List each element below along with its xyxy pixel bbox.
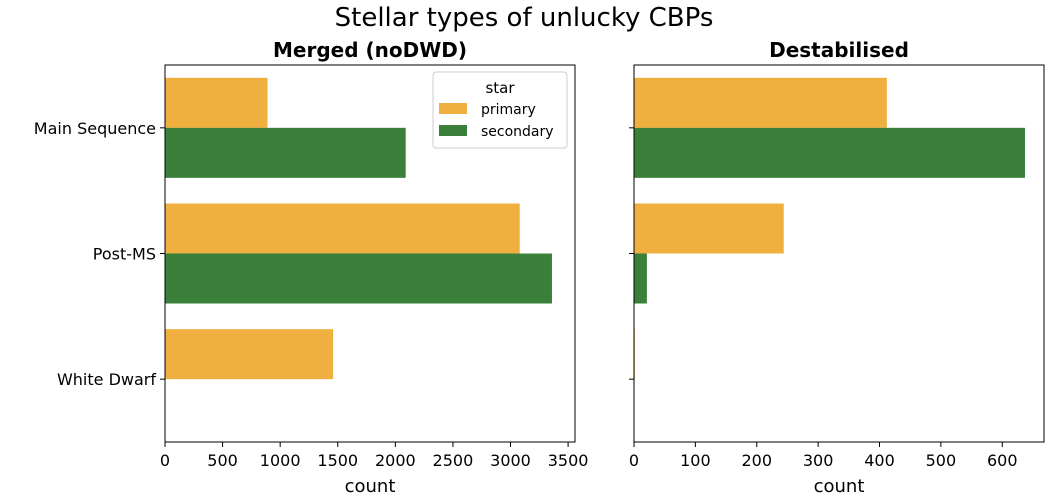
x-tick-label: 200 <box>741 451 772 470</box>
legend: star primary secondary <box>432 71 568 149</box>
x-axis-label: count <box>345 476 396 497</box>
bar-primary-post-ms <box>634 203 784 254</box>
legend-swatch-primary <box>439 103 467 114</box>
legend-swatch-secondary <box>439 125 467 136</box>
x-tick-label: 100 <box>680 451 711 470</box>
bar-primary-main-sequence <box>634 77 887 128</box>
x-tick-label: 300 <box>803 451 834 470</box>
panel-merged: 0 500 1000 1500 2000 2500 3000 3500 Main Sequenc… <box>34 38 589 497</box>
x-tick-label: 0 <box>629 451 639 470</box>
legend-title: star <box>485 79 515 97</box>
x-tick-label: 0 <box>160 451 170 470</box>
legend-label-secondary: secondary <box>481 124 554 140</box>
x-tick-label: 500 <box>207 451 238 470</box>
bar-secondary-main-sequence <box>165 127 406 178</box>
x-tick-label: 2500 <box>433 451 474 470</box>
x-tick-label: 1500 <box>317 451 358 470</box>
panel-destabilised: 0 100 200 300 400 500 600 Destabilised count <box>629 38 1045 497</box>
x-tick-label: 3500 <box>548 451 589 470</box>
figure-title: Stellar types of unlucky CBPs <box>335 3 714 33</box>
x-tick-label: 400 <box>864 451 895 470</box>
y-tick-label: Main Sequence <box>34 119 156 138</box>
legend-label-primary: primary <box>481 102 536 118</box>
x-tick-label: 2000 <box>375 451 416 470</box>
x-tick-label: 1000 <box>260 451 301 470</box>
bar-secondary-post-ms <box>165 253 552 304</box>
y-tick-label: White Dwarf <box>57 370 156 389</box>
bar-primary-white-dwarf <box>165 329 334 380</box>
bar-secondary-post-ms <box>634 253 647 304</box>
bar-secondary-main-sequence <box>634 127 1025 178</box>
x-tick-label: 3000 <box>490 451 531 470</box>
panel-title: Destabilised <box>769 38 909 62</box>
bar-primary-post-ms <box>165 203 520 254</box>
y-tick-label: Post-MS <box>93 245 156 264</box>
x-tick-label: 600 <box>987 451 1018 470</box>
x-tick-label: 500 <box>926 451 957 470</box>
x-axis-label: count <box>814 476 865 497</box>
bar-primary-main-sequence <box>165 77 268 128</box>
panel-title: Merged (noDWD) <box>273 38 467 62</box>
